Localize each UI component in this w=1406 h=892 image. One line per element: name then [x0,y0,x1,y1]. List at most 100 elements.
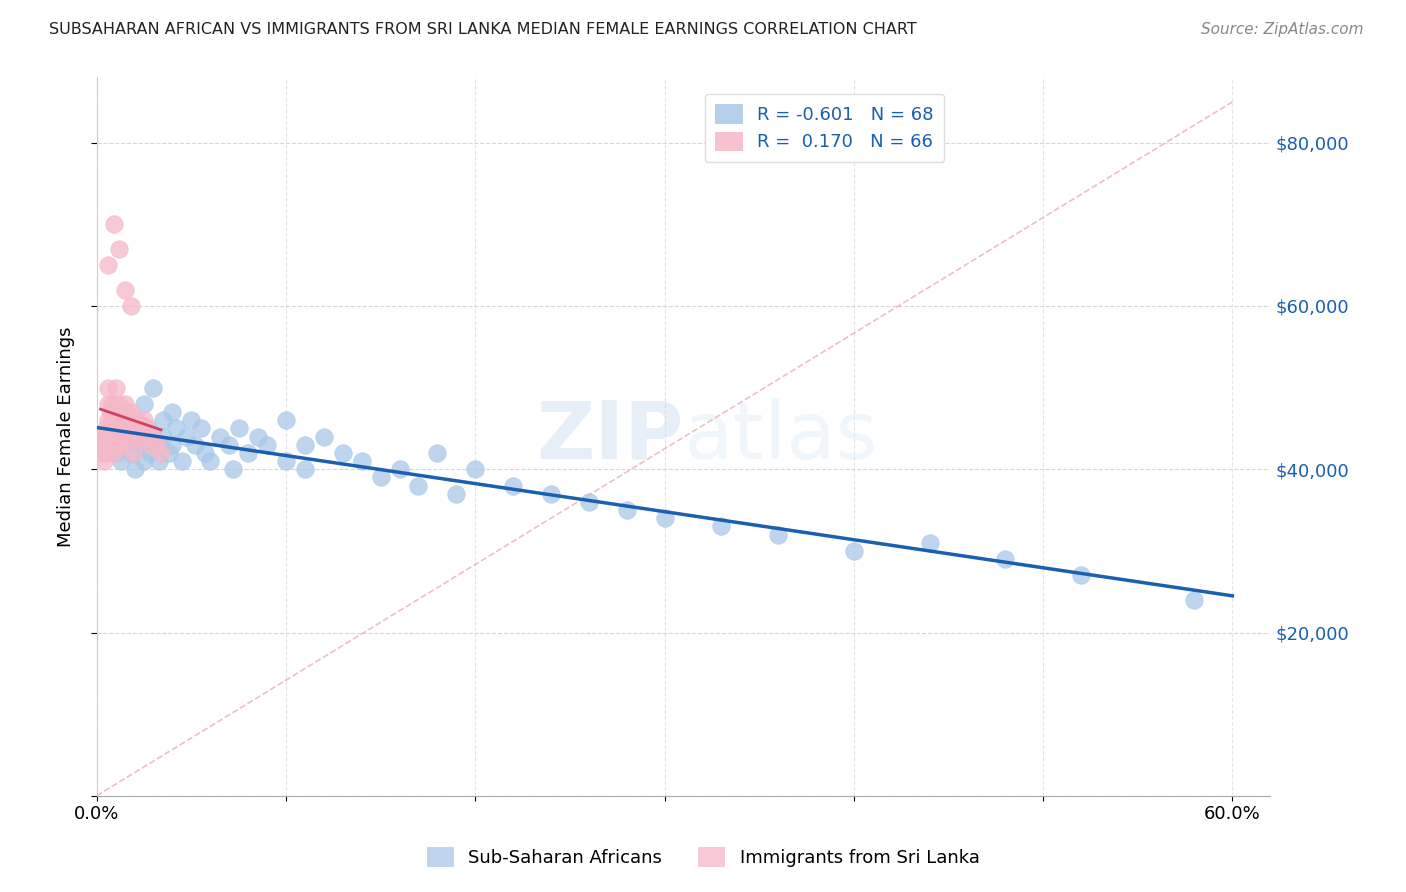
Point [152,429,174,443]
Point [124,429,146,443]
Point [162,405,184,419]
Point [994,552,1017,566]
Point [142,429,165,443]
Point [200,454,222,468]
Point [120,446,142,460]
Point [104,381,127,395]
Point [174,429,197,443]
Point [294,462,316,476]
Point [142,381,165,395]
Point [114,397,136,411]
Point [426,446,449,460]
Point [104,438,127,452]
Point [218,438,240,452]
Point [127,429,149,443]
Point [107,421,129,435]
Point [114,438,136,452]
Point [124,462,146,476]
Point [1070,568,1092,582]
Point [370,470,392,484]
Point [256,438,278,452]
Point [103,438,125,452]
Point [132,397,155,411]
Point [184,438,207,452]
Point [107,438,129,452]
Point [93,438,115,452]
Point [127,413,149,427]
Point [104,397,127,411]
Point [1184,592,1206,607]
Point [91,429,114,443]
Point [464,462,486,476]
Point [332,446,354,460]
Point [118,413,141,427]
Point [129,438,152,452]
Point [228,421,250,435]
Point [388,462,411,476]
Point [120,299,142,313]
Point [135,421,157,435]
Point [115,405,138,419]
Point [98,438,121,452]
Point [142,429,165,443]
Point [540,487,562,501]
Point [115,421,138,435]
Point [104,413,127,427]
Point [96,446,118,460]
Point [246,429,269,443]
Point [96,429,118,443]
Point [132,413,155,427]
Point [120,405,142,419]
Point [121,446,143,460]
Point [124,413,146,427]
Point [124,413,146,427]
Point [616,503,638,517]
Point [766,527,789,541]
Point [312,429,335,443]
Point [294,438,316,452]
Point [190,421,212,435]
Legend: R = -0.601   N = 68, R =  0.170   N = 66: R = -0.601 N = 68, R = 0.170 N = 66 [704,94,945,162]
Point [104,429,127,443]
Point [274,413,297,427]
Point [118,421,141,435]
Point [96,421,118,435]
Point [129,421,152,435]
Text: ZIP: ZIP [536,398,683,475]
Point [103,218,125,232]
Point [710,519,733,533]
Point [138,446,160,460]
Legend: Sub-Saharan Africans, Immigrants from Sri Lanka: Sub-Saharan Africans, Immigrants from Sr… [419,839,987,874]
Point [114,413,136,427]
Point [180,413,202,427]
Point [121,429,143,443]
Point [152,413,174,427]
Point [110,421,132,435]
Point [104,446,127,460]
Text: Source: ZipAtlas.com: Source: ZipAtlas.com [1201,22,1364,37]
Point [98,429,121,443]
Point [132,454,155,468]
Point [918,535,941,549]
Point [101,421,124,435]
Point [98,421,121,435]
Point [127,429,149,443]
Point [350,454,373,468]
Point [96,438,118,452]
Point [150,446,173,460]
Point [446,487,468,501]
Point [654,511,676,525]
Point [170,454,193,468]
Point [114,283,136,297]
Point [89,438,111,452]
Point [842,544,865,558]
Y-axis label: Median Female Earnings: Median Female Earnings [58,326,75,547]
Text: SUBSAHARAN AFRICAN VS IMMIGRANTS FROM SRI LANKA MEDIAN FEMALE EARNINGS CORRELATI: SUBSAHARAN AFRICAN VS IMMIGRANTS FROM SR… [49,22,917,37]
Point [136,421,159,435]
Point [114,429,136,443]
Point [408,478,430,492]
Point [93,454,115,468]
Point [502,478,524,492]
Point [101,397,124,411]
Point [101,429,124,443]
